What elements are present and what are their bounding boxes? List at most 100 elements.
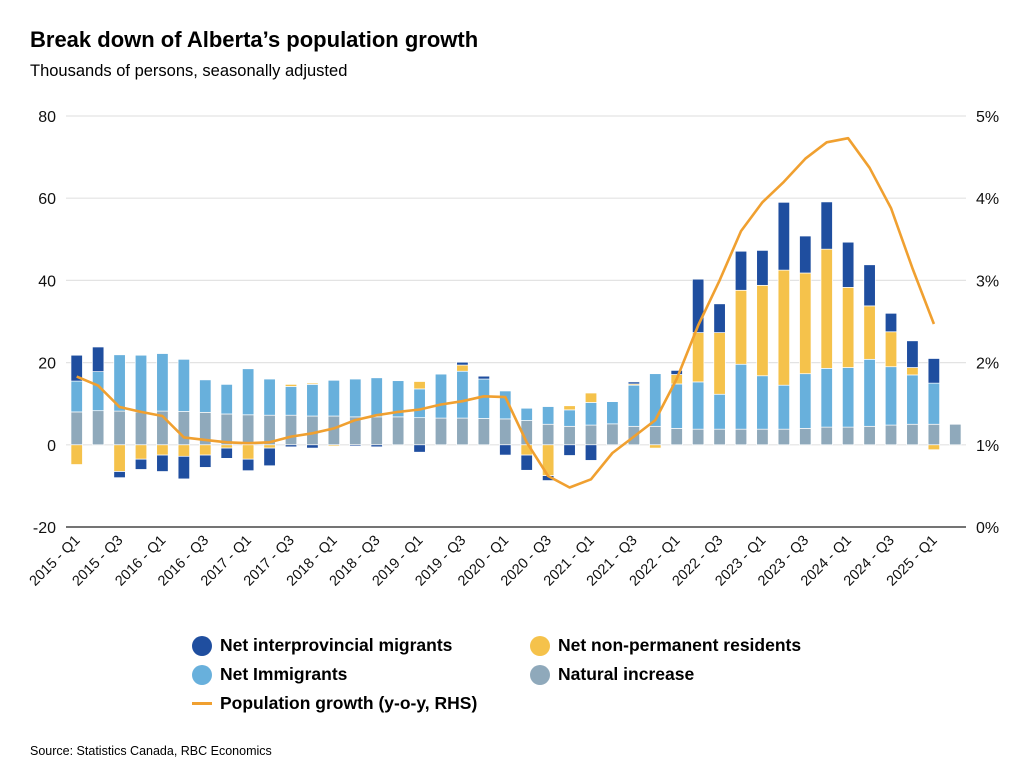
- bar-natural-increase: [906, 423, 919, 446]
- bar-net-immigrants: [627, 384, 640, 427]
- bar-net-immigrants: [156, 353, 169, 412]
- bar-net-immigrants: [263, 378, 276, 416]
- bar-net-non-permanent-residents: [134, 444, 148, 460]
- bar-net-non-permanent-residents: [284, 384, 298, 387]
- bar-net-interprovincial-migrants: [199, 454, 212, 468]
- bar-natural-increase: [734, 428, 748, 446]
- bar-net-non-permanent-residents: [199, 444, 212, 456]
- legend-swatch-natural: [530, 664, 550, 685]
- bar-net-interprovincial-migrants: [734, 250, 748, 291]
- legend-swatch-interprovincial: [192, 635, 212, 656]
- bar-net-immigrants: [392, 380, 405, 418]
- bar-net-interprovincial-migrants: [820, 201, 833, 250]
- bar-natural-increase: [842, 426, 855, 446]
- bar-natural-increase: [70, 411, 83, 446]
- bar-net-non-permanent-residents: [863, 305, 876, 360]
- bar-natural-increase: [134, 411, 148, 446]
- bar-net-non-permanent-residents: [927, 444, 940, 451]
- bar-net-interprovincial-migrants: [370, 444, 383, 448]
- bar-net-interprovincial-migrants: [906, 340, 919, 368]
- bar-net-non-permanent-residents: [113, 444, 126, 472]
- bar-net-immigrants: [520, 407, 533, 421]
- bar-net-interprovincial-migrants: [927, 358, 940, 384]
- bar-natural-increase: [284, 414, 298, 446]
- y-tick-label: 80: [38, 109, 56, 126]
- y-right-tick-label: 4%: [976, 191, 999, 208]
- chart-subtitle: Thousands of persons, seasonally adjuste…: [30, 62, 348, 80]
- bar-net-interprovincial-migrants: [627, 381, 640, 385]
- y-tick-label: 60: [38, 191, 56, 208]
- bar-net-interprovincial-migrants: [799, 235, 812, 274]
- bar-net-interprovincial-migrants: [692, 278, 705, 333]
- bar-net-interprovincial-migrants: [284, 444, 298, 448]
- bar-natural-increase: [113, 410, 126, 446]
- bar-net-non-permanent-residents: [842, 287, 855, 368]
- y-right-tick-label: 2%: [976, 356, 999, 373]
- bar-natural-increase: [413, 417, 426, 446]
- bar-net-non-permanent-residents: [692, 332, 705, 383]
- bar-net-immigrants: [349, 378, 362, 418]
- bar-net-immigrants: [863, 358, 876, 427]
- bar-net-non-permanent-residents: [820, 248, 833, 369]
- bar-net-interprovincial-migrants: [756, 250, 769, 286]
- y-tick-label: -20: [33, 520, 56, 537]
- bar-net-non-permanent-residents: [220, 444, 233, 449]
- bar-net-non-permanent-residents: [777, 269, 790, 386]
- legend-label-immigrants: Net Immigrants: [220, 664, 348, 684]
- y-right-tick-label: 0%: [976, 520, 999, 537]
- bar-net-non-permanent-residents: [156, 444, 169, 456]
- bar-net-immigrants: [777, 384, 790, 430]
- bar-net-non-permanent-residents: [884, 331, 898, 368]
- bar-net-interprovincial-migrants: [134, 458, 148, 470]
- population-growth-line: [76, 136, 936, 489]
- bar-net-immigrants: [584, 402, 598, 426]
- bar-net-non-permanent-residents: [456, 364, 469, 372]
- bar-net-interprovincial-migrants: [70, 354, 83, 382]
- bar-net-interprovincial-migrants: [842, 241, 855, 288]
- bar-net-immigrants: [606, 401, 619, 425]
- legend-label-npr: Net non-permanent residents: [558, 635, 802, 655]
- bar-net-interprovincial-migrants: [413, 444, 426, 453]
- bar-natural-increase: [884, 424, 898, 446]
- bar-net-non-permanent-residents: [584, 392, 598, 403]
- legend-label-growth: Population growth (y-o-y, RHS): [220, 693, 478, 713]
- bar-net-immigrants: [842, 367, 855, 428]
- legend-item-npr: Net non-permanent residents: [530, 635, 801, 656]
- bar-net-interprovincial-migrants: [220, 447, 233, 459]
- chart-title: Break down of Alberta’s population growt…: [30, 27, 479, 52]
- bar-net-immigrants: [670, 383, 683, 429]
- bar-net-interprovincial-migrants: [263, 447, 276, 467]
- bar-natural-increase: [863, 425, 876, 446]
- bar-net-non-permanent-residents: [734, 289, 748, 365]
- bar-net-non-permanent-residents: [306, 382, 319, 385]
- bar-net-interprovincial-migrants: [456, 361, 469, 366]
- bar-natural-increase: [584, 424, 598, 446]
- bar-net-immigrants: [477, 378, 490, 419]
- bar-natural-increase: [542, 423, 555, 446]
- y-tick-label: 20: [38, 356, 56, 373]
- bar-net-non-permanent-residents: [242, 444, 255, 460]
- bar-net-interprovincial-migrants: [177, 455, 190, 480]
- legend-item-interprovincial: Net interprovincial migrants: [192, 635, 452, 656]
- y-tick-label: 40: [38, 273, 56, 290]
- legend-swatch-growth: [192, 702, 212, 705]
- bar-natural-increase: [670, 428, 683, 446]
- bar-net-immigrants: [820, 368, 833, 428]
- bar-net-immigrants: [327, 379, 340, 417]
- bar-natural-increase: [649, 425, 662, 446]
- bar-net-interprovincial-migrants: [584, 444, 598, 461]
- y-right-tick-label: 3%: [976, 273, 999, 290]
- bar-natural-increase: [713, 428, 726, 446]
- bar-net-non-permanent-residents: [70, 444, 83, 465]
- bar-net-immigrants: [713, 393, 726, 430]
- bar-net-interprovincial-migrants: [242, 458, 255, 472]
- bar-net-immigrants: [799, 373, 812, 429]
- bar-net-immigrants: [70, 380, 83, 413]
- bar-natural-increase: [434, 417, 448, 446]
- bar-natural-increase: [777, 428, 790, 446]
- bar-net-immigrants: [499, 390, 512, 420]
- bar-net-interprovincial-migrants: [306, 444, 319, 449]
- bar-natural-increase: [220, 413, 233, 446]
- bar-net-immigrants: [563, 409, 576, 427]
- bar-net-interprovincial-migrants: [477, 375, 490, 380]
